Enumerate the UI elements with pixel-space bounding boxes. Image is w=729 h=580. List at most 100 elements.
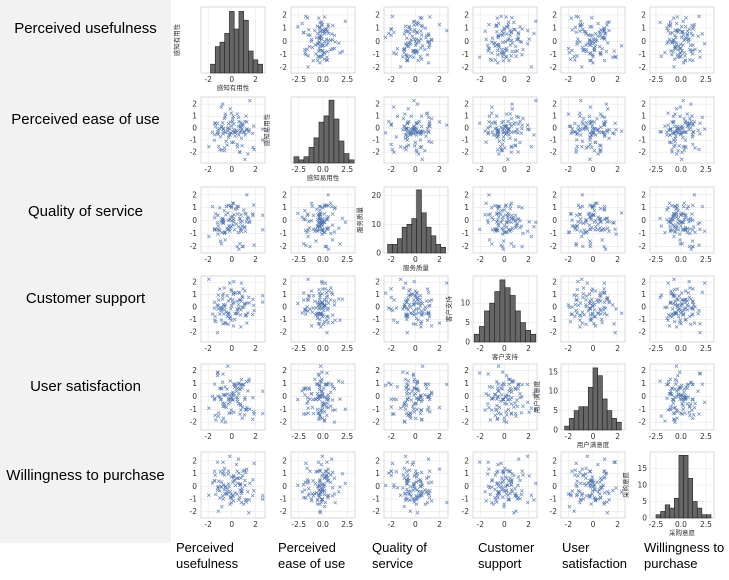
scatter-point — [402, 112, 407, 116]
scatter-point — [514, 414, 518, 418]
scatter-point — [511, 379, 516, 384]
y-tick-label: -2 — [550, 507, 558, 516]
scatter-point — [668, 301, 673, 306]
scatter-point — [320, 488, 325, 493]
scatter-point — [234, 311, 239, 316]
scatter-point — [401, 404, 406, 409]
scatter-point — [495, 131, 500, 136]
scatter-point — [219, 318, 224, 322]
scatter-point — [570, 127, 575, 131]
scatter-point — [389, 123, 393, 128]
scatter-point — [222, 473, 227, 477]
scatter-point — [581, 244, 585, 249]
scatter-point — [509, 54, 514, 58]
scatter-point — [398, 406, 403, 410]
scatter-point — [669, 404, 673, 409]
scatter-point — [578, 98, 583, 103]
scatter-point — [326, 247, 331, 252]
y-tick-label: -2 — [373, 418, 381, 427]
scatter-point — [250, 417, 255, 422]
scatter-point — [247, 407, 252, 412]
scatter-point — [483, 29, 488, 34]
histogram-bar — [479, 326, 485, 343]
scatter-point — [318, 317, 322, 322]
scatter-point — [614, 486, 618, 490]
scatter-point — [240, 244, 245, 249]
scatter-point — [598, 50, 602, 55]
scatter-point — [415, 471, 420, 476]
scatter-point — [685, 32, 690, 36]
scatter-point — [332, 492, 337, 496]
scatter-point — [386, 31, 391, 36]
histogram-bar — [293, 156, 300, 164]
scatter-point — [494, 408, 499, 413]
scatter-point — [231, 410, 236, 415]
scatter-point — [597, 487, 602, 492]
scatter-point — [602, 502, 606, 507]
scatter-point — [239, 281, 244, 285]
scatter-point — [679, 157, 684, 162]
x-tick-label: 0.0 — [317, 165, 329, 174]
y-tick-label: -1 — [639, 229, 647, 238]
scatter-point — [398, 493, 403, 498]
scatter-point — [340, 380, 345, 385]
scatter-point — [325, 318, 330, 322]
scatter-point — [320, 205, 325, 210]
histogram-bar — [248, 50, 254, 74]
scatter-point — [225, 227, 230, 232]
scatter-point — [513, 401, 517, 406]
x-tick-label: 2.5 — [341, 165, 353, 174]
scatter-point — [212, 382, 217, 387]
scatter-point — [702, 41, 707, 46]
scatter-point — [493, 120, 497, 124]
scatter-point — [402, 50, 407, 55]
scatter-point — [444, 123, 449, 127]
x-tick-label: 2.5 — [700, 344, 712, 353]
scatter-point — [578, 325, 582, 329]
x-tick-label: 2 — [526, 165, 531, 174]
scatter-point — [332, 476, 337, 481]
scatter-point — [225, 314, 230, 319]
y-tick-label: -1 — [280, 494, 288, 503]
scatter-point — [317, 60, 322, 65]
scatter-point — [681, 126, 685, 130]
scatter-point — [675, 126, 680, 131]
scatter-point — [424, 35, 428, 40]
scatter-point — [326, 314, 330, 319]
scatter-point — [225, 126, 230, 131]
y-tick-label: 1 — [641, 290, 646, 299]
scatter-point — [668, 133, 672, 137]
y-tick-label: 2 — [192, 456, 197, 465]
histogram-bar — [494, 291, 501, 343]
scatter-point — [306, 481, 310, 486]
histogram-bar — [348, 159, 355, 164]
scatter-point — [425, 488, 430, 493]
scatter-point — [487, 46, 492, 51]
col-label-line: ease of use — [278, 556, 346, 571]
histogram-bar — [430, 235, 437, 254]
histogram-bar — [333, 118, 340, 164]
scatter-point — [405, 481, 410, 486]
scatter-point — [495, 52, 500, 57]
y-axis-label: 感知易用性 — [262, 113, 271, 146]
scatter-point — [602, 305, 606, 310]
scatter-point — [219, 480, 224, 484]
scatter-point — [494, 500, 499, 504]
scatter-point — [496, 35, 500, 40]
scatter-point — [602, 37, 607, 42]
scatter-point — [320, 291, 324, 296]
scatter-point — [407, 302, 412, 307]
scatter-point — [580, 192, 585, 197]
scatter-point — [602, 244, 607, 249]
scatter-point — [598, 476, 603, 481]
scatter-point — [251, 395, 255, 400]
scatter-point — [486, 130, 491, 135]
scatter-point — [402, 146, 407, 150]
scatter-point — [574, 30, 579, 35]
scatter-point — [237, 150, 242, 154]
scatter-point — [235, 204, 239, 209]
scatter-point — [685, 33, 690, 38]
scatter-point — [411, 488, 416, 493]
scatter-point — [685, 29, 690, 33]
scatter-point — [685, 383, 690, 387]
